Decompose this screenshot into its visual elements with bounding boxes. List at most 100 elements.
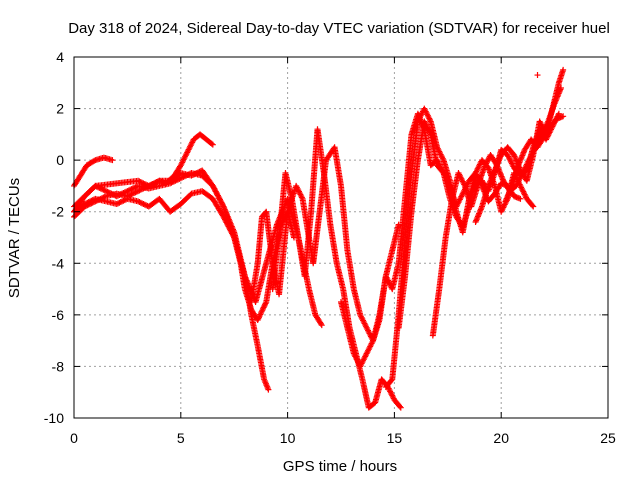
data-point xyxy=(132,184,139,191)
data-point xyxy=(137,199,144,206)
data-point xyxy=(99,186,106,193)
data-point xyxy=(560,66,567,73)
data-point xyxy=(208,140,215,147)
data-point xyxy=(317,320,324,327)
data-point xyxy=(133,188,140,195)
y-tick-label: -6 xyxy=(52,307,65,323)
data-point xyxy=(259,307,266,314)
data-point xyxy=(261,301,268,308)
data-point xyxy=(97,185,104,192)
data-point xyxy=(109,157,116,164)
data-point xyxy=(168,179,175,186)
x-tick-label: 20 xyxy=(493,430,509,446)
data-point xyxy=(85,199,92,206)
data-point xyxy=(129,185,136,192)
data-point xyxy=(259,305,266,312)
data-point xyxy=(140,180,147,187)
data-point xyxy=(139,200,146,207)
series-sat-trace-11 xyxy=(429,84,565,339)
data-point xyxy=(136,199,143,206)
y-tick-label: -10 xyxy=(44,410,64,426)
data-point xyxy=(181,173,188,180)
data-point xyxy=(124,188,131,195)
plot-frame xyxy=(73,56,609,419)
x-tick-label: 0 xyxy=(70,430,78,446)
data-point xyxy=(265,386,272,393)
y-tick-label: 0 xyxy=(56,152,64,168)
data-point xyxy=(131,190,138,197)
data-point xyxy=(89,197,96,204)
data-point xyxy=(120,197,127,204)
data-point xyxy=(171,178,178,185)
data-point xyxy=(176,175,183,182)
data-point xyxy=(93,183,100,190)
data-point xyxy=(117,199,124,206)
data-point xyxy=(151,180,158,187)
data-points xyxy=(71,66,567,411)
data-point xyxy=(119,198,126,205)
data-point xyxy=(115,192,122,199)
data-point xyxy=(135,177,142,184)
data-point xyxy=(255,315,262,322)
data-point xyxy=(179,174,186,181)
data-point xyxy=(258,308,265,315)
data-point xyxy=(209,141,216,148)
y-tick-label: 4 xyxy=(56,49,64,65)
data-point xyxy=(261,303,268,310)
data-point xyxy=(262,300,269,307)
data-point xyxy=(121,189,128,196)
data-point xyxy=(103,188,110,195)
data-point xyxy=(180,173,187,180)
data-point xyxy=(81,200,88,207)
data-point xyxy=(104,188,111,195)
y-axis-label: SDTVAR / TECUs xyxy=(6,178,23,298)
data-point xyxy=(87,198,94,205)
data-point xyxy=(254,317,261,324)
y-tick-label: -4 xyxy=(52,255,65,271)
data-point xyxy=(100,186,107,193)
series-sat-trace-1 xyxy=(71,154,116,189)
data-point xyxy=(173,177,180,184)
data-point xyxy=(185,171,192,178)
series-outlier xyxy=(534,72,541,79)
data-point xyxy=(141,201,148,208)
data-point xyxy=(117,191,124,198)
x-tick-label: 5 xyxy=(177,430,185,446)
data-point xyxy=(107,190,114,197)
data-point xyxy=(83,200,90,207)
data-point xyxy=(119,190,126,197)
x-tick-label: 10 xyxy=(280,430,296,446)
data-point xyxy=(256,314,263,321)
data-point xyxy=(125,187,132,194)
data-point xyxy=(534,72,541,79)
data-point xyxy=(219,202,226,209)
chart-title: Day 318 of 2024, Sidereal Day-to-day VTE… xyxy=(68,20,610,37)
data-point xyxy=(95,184,102,191)
y-tick-label: -8 xyxy=(52,358,65,374)
x-tick-label: 25 xyxy=(600,430,616,446)
data-point xyxy=(172,177,179,184)
data-point xyxy=(140,200,147,207)
data-point xyxy=(128,186,135,193)
data-point xyxy=(127,186,134,193)
data-point xyxy=(105,189,112,196)
data-point xyxy=(101,187,108,194)
data-point xyxy=(177,175,184,182)
data-point xyxy=(120,190,127,197)
x-axis-label: GPS time / hours xyxy=(283,458,397,475)
data-point xyxy=(257,311,264,318)
data-point xyxy=(84,199,91,206)
data-point xyxy=(92,182,99,189)
y-tick-label: -2 xyxy=(52,204,65,220)
data-point xyxy=(129,190,136,197)
data-point xyxy=(116,199,123,206)
data-point xyxy=(91,157,98,164)
data-point xyxy=(116,191,123,198)
data-point xyxy=(109,191,116,198)
data-point xyxy=(113,193,120,200)
data-point xyxy=(115,200,122,207)
data-point xyxy=(318,322,325,329)
data-point xyxy=(167,180,174,187)
y-tick-label: 2 xyxy=(56,101,64,117)
